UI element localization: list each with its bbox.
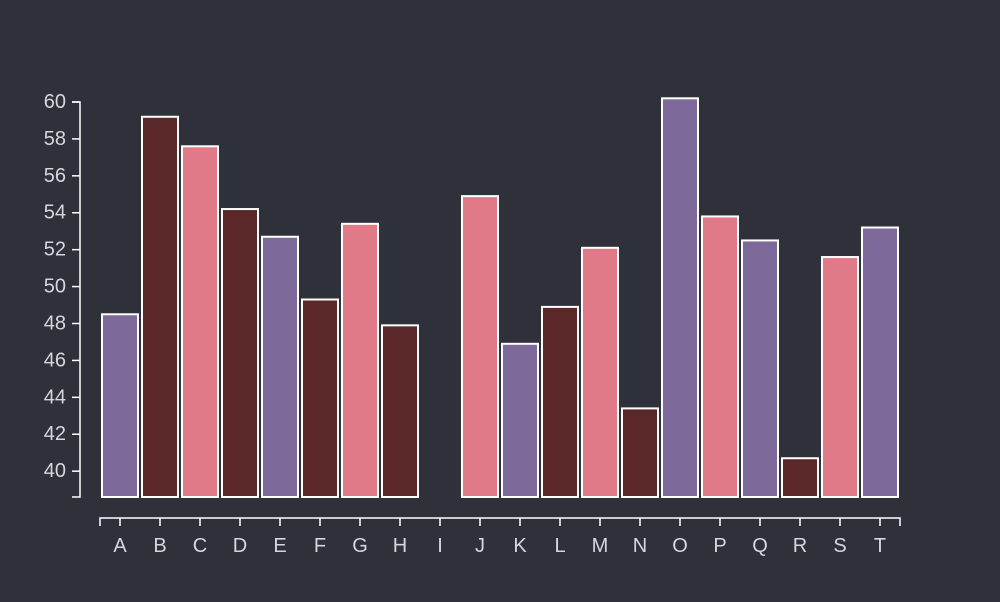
x-tick-label: A	[113, 535, 127, 557]
x-axis: A B C D E F G H I J K L M N O P Q R S T	[99, 517, 901, 557]
y-tick-label: 46	[44, 349, 66, 371]
y-tick-label: 40	[44, 460, 66, 482]
y-tick-label: 44	[44, 386, 66, 408]
bar-s	[821, 256, 859, 498]
x-tick-label: C	[193, 535, 207, 557]
x-tick-label: R	[793, 535, 807, 557]
x-tick-label: O	[672, 535, 688, 557]
y-tick-label: 50	[44, 276, 66, 298]
x-tick-label: B	[153, 535, 166, 557]
bar-g	[341, 222, 379, 499]
bar-d	[221, 208, 259, 499]
bar-b	[141, 115, 179, 498]
x-tick-label: H	[393, 535, 407, 557]
x-tick-label: D	[233, 535, 247, 557]
x-tick-label: S	[833, 535, 846, 557]
x-tick-label: M	[592, 535, 609, 557]
x-tick-label: E	[273, 535, 286, 557]
y-tick-label: 56	[44, 165, 66, 187]
bar-q	[741, 239, 779, 499]
y-axis-line	[72, 101, 81, 498]
y-tick-label: 52	[44, 239, 66, 261]
x-tick-label: G	[352, 535, 368, 557]
y-tick-label: 60	[44, 91, 66, 113]
x-tick-label: P	[713, 535, 726, 557]
bar-t	[861, 226, 899, 499]
y-tick-label: 58	[44, 128, 66, 150]
x-tick-label: Q	[752, 535, 768, 557]
bar-c	[181, 145, 219, 498]
bar-p	[701, 215, 739, 499]
y-tick-label: 42	[44, 423, 66, 445]
x-tick-label: T	[874, 535, 886, 557]
y-axis: 40 42 44 46 48 50 52 54 56 58 60	[44, 91, 81, 498]
bar-h	[381, 324, 419, 498]
bar-a	[101, 313, 139, 498]
bar-f	[301, 298, 339, 498]
bar-j	[461, 195, 499, 498]
bar-o	[661, 97, 699, 498]
x-tick-label: J	[475, 535, 485, 557]
x-tick-label: F	[314, 535, 326, 557]
bar-n	[621, 407, 659, 498]
x-tick-label: K	[513, 535, 527, 557]
y-tick-label: 54	[44, 202, 66, 224]
x-tick-label: L	[554, 535, 565, 557]
bar-k	[501, 342, 539, 498]
bar-l	[541, 305, 579, 498]
x-axis-line	[99, 517, 901, 526]
x-tick-label: I	[437, 535, 443, 557]
bar-r	[781, 457, 819, 498]
bar-m	[581, 246, 619, 498]
y-tick-label: 48	[44, 312, 66, 334]
bar-e	[261, 235, 299, 499]
bars	[101, 97, 899, 499]
x-tick-label: N	[633, 535, 647, 557]
